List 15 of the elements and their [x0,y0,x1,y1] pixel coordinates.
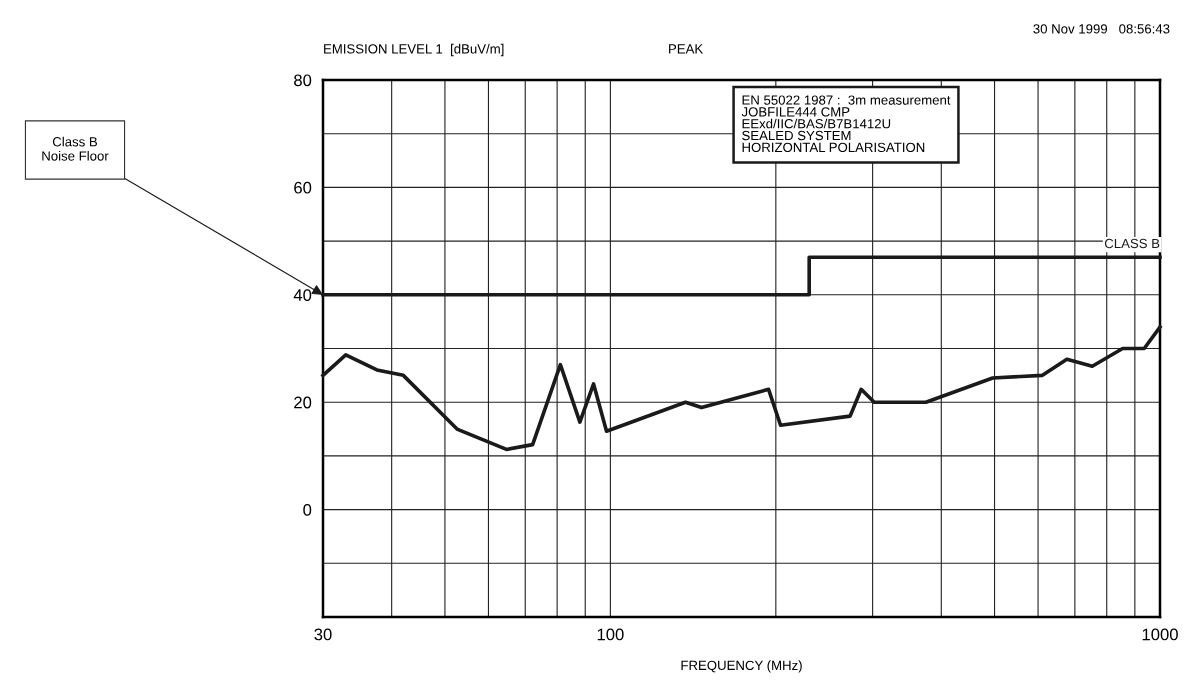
annotation: EN 55022 1987 : 3m measurement JOBFILE444 CMP EExd/IIC/BAS/B7B1412U SEALED SYSTEM HORIZONTAL POLARISATION [741,95,951,153]
x-tick-label: 100 [597,628,624,641]
x-tick-label: 30 [314,628,332,641]
text: Class B Noise Floor [42,136,109,161]
y-tick-label: 20 [294,396,312,409]
x-axis-title: FREQUENCY (MHz) [681,660,802,673]
chart-subtitle: EMISSION LEVEL 1 [dBuV/m] [324,43,504,57]
y-tick-label: 80 [294,74,312,87]
text: 30 Nov 1999 08:56:43 [1033,24,1170,34]
x-tick-label: 1000 [1142,628,1178,641]
text: PEAK [669,44,704,54]
y-tick-label: 0 [303,504,312,516]
series-label: CLASS B [1104,238,1160,249]
y-tick-label: 60 [294,181,312,194]
y-tick-label: 40 [293,289,312,301]
